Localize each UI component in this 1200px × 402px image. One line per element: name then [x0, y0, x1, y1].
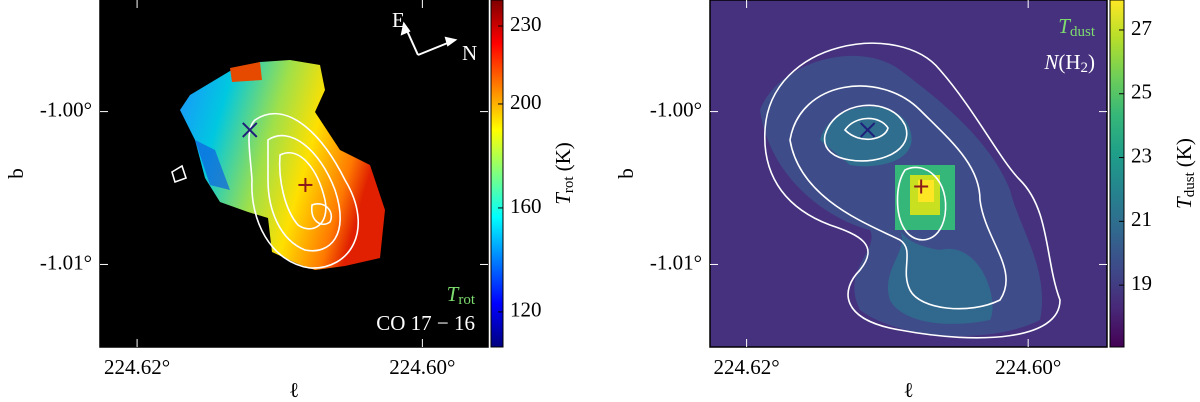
colorbar-tick-label: 21 — [1131, 207, 1152, 231]
marker — [859, 122, 876, 138]
marker — [242, 122, 258, 138]
y-tick-label: -1.01° — [40, 250, 92, 274]
annotation-line: CO 17 − 16 — [376, 311, 475, 335]
colorbar-tick-label: 19 — [1131, 271, 1152, 295]
image-data — [180, 60, 385, 270]
contour — [789, 85, 1007, 310]
annotation: Tdust — [1058, 14, 1096, 41]
colorbar-label: Trot (K) — [551, 142, 578, 205]
image-panel-2: Tdust N(H2) — [710, 0, 1107, 347]
colorbar — [1109, 0, 1125, 348]
y-axis-label: b — [614, 168, 638, 179]
x-tick-label: 224.60° — [995, 355, 1061, 379]
annotation-sub: dust — [1070, 24, 1096, 40]
y-axis-label: b — [4, 168, 28, 179]
x-axis-label: ℓ — [289, 378, 299, 402]
x-tick-label: 224.60° — [389, 355, 455, 379]
y-tick-label: -1.00° — [40, 97, 92, 121]
marker-stroke — [242, 122, 258, 138]
colorbar-tick-label: 230 — [510, 12, 542, 36]
colorbar-tick-label: 25 — [1131, 80, 1152, 104]
x-axis-label: ℓ — [903, 378, 913, 402]
marker — [298, 177, 313, 192]
y-tick-label: -1.00° — [650, 97, 702, 121]
colorbar-label-symbol: T — [551, 192, 575, 205]
image-data — [820, 106, 912, 167]
axes-frame — [709, 0, 1108, 348]
contour — [823, 104, 908, 162]
colorbar-label-sub: rot — [561, 176, 577, 193]
colorbar-label-sub: dust — [1182, 171, 1198, 197]
axes-frame — [99, 0, 489, 348]
contour — [171, 164, 188, 184]
annotation: Trot — [447, 282, 476, 309]
contour — [843, 117, 889, 140]
annotation-part: N — [1043, 50, 1059, 74]
contour — [311, 203, 332, 226]
image-data — [230, 62, 262, 82]
marker-stroke — [859, 122, 876, 138]
compass-east: E — [392, 8, 405, 32]
colorbar-tick-label: 27 — [1131, 16, 1152, 40]
image-data — [887, 180, 993, 324]
colorbar-label-symbol: T — [1172, 196, 1196, 209]
contour — [267, 134, 341, 252]
annotation-line: N(H2) — [1043, 50, 1095, 77]
colorbar-label-unit: (K) — [1172, 138, 1196, 167]
colorbar-tick-label: 200 — [510, 90, 542, 114]
colorbar-label: Tdust (K) — [1172, 138, 1199, 209]
colorbar-tick-label: 120 — [510, 298, 542, 322]
x-tick-label: 224.62° — [714, 355, 780, 379]
contour — [248, 113, 360, 269]
image-panel-1: E N Trot CO 17 − 16 — [100, 0, 488, 347]
annotation-symbol: T — [447, 282, 460, 306]
colorbar-tick-label: 160 — [510, 194, 542, 218]
marker — [914, 179, 929, 194]
x-tick-label: 224.62° — [104, 355, 170, 379]
colorbar-tick-label: 23 — [1131, 143, 1152, 167]
annotation-part: ) — [1088, 50, 1095, 74]
annotation-symbol: T — [1058, 14, 1071, 38]
annotation-part: (H — [1058, 50, 1080, 74]
compass-north: N — [462, 41, 477, 65]
compass — [400, 21, 458, 56]
colorbar-label-unit: (K) — [551, 142, 575, 171]
colorbar — [490, 0, 504, 348]
annotation-part: 2 — [1081, 60, 1089, 76]
contour — [764, 42, 1061, 339]
contour — [896, 166, 947, 241]
annotation-sub: rot — [458, 292, 475, 308]
y-tick-label: -1.01° — [650, 250, 702, 274]
image-data — [195, 140, 230, 190]
